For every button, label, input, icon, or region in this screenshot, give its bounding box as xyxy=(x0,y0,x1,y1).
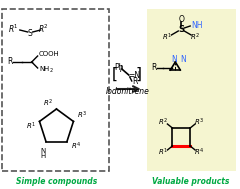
Text: COOH: COOH xyxy=(39,51,59,57)
Text: R: R xyxy=(151,63,156,71)
Text: $R^3$: $R^3$ xyxy=(77,110,87,121)
Text: Valuable products: Valuable products xyxy=(152,177,230,185)
Text: N: N xyxy=(180,56,186,64)
Text: Iodonitrene: Iodonitrene xyxy=(106,88,150,97)
Text: I: I xyxy=(120,64,122,74)
Text: H: H xyxy=(40,153,46,159)
Text: $R^4$: $R^4$ xyxy=(71,141,81,152)
Text: $R^2$: $R^2$ xyxy=(158,116,168,128)
Text: $R^1$: $R^1$ xyxy=(8,23,19,35)
Text: Simple compounds: Simple compounds xyxy=(16,177,97,185)
Bar xyxy=(147,9,236,171)
Text: $R^3$: $R^3$ xyxy=(194,116,204,128)
Text: R: R xyxy=(133,77,138,87)
Text: Ph: Ph xyxy=(114,63,123,71)
Text: N: N xyxy=(171,54,177,64)
Text: S: S xyxy=(178,25,184,33)
Text: [: [ xyxy=(112,67,118,81)
Text: NH$_2$: NH$_2$ xyxy=(39,65,54,75)
Text: $R^2$: $R^2$ xyxy=(38,23,49,35)
Text: $R^1$: $R^1$ xyxy=(158,146,168,158)
Text: NH: NH xyxy=(191,20,203,29)
Text: $R^2$: $R^2$ xyxy=(42,97,53,109)
Text: O: O xyxy=(178,15,184,23)
Text: =N: =N xyxy=(128,71,140,81)
Bar xyxy=(2,9,109,171)
Text: $R^1$: $R^1$ xyxy=(26,121,36,132)
Text: ]: ] xyxy=(136,67,142,81)
Text: $R^1$: $R^1$ xyxy=(162,31,172,43)
Text: N: N xyxy=(40,148,46,153)
Text: $R^2$: $R^2$ xyxy=(190,31,200,43)
Text: $R^4$: $R^4$ xyxy=(194,146,204,158)
Text: S: S xyxy=(27,29,32,37)
Text: R: R xyxy=(7,57,12,66)
Bar xyxy=(2,9,109,171)
